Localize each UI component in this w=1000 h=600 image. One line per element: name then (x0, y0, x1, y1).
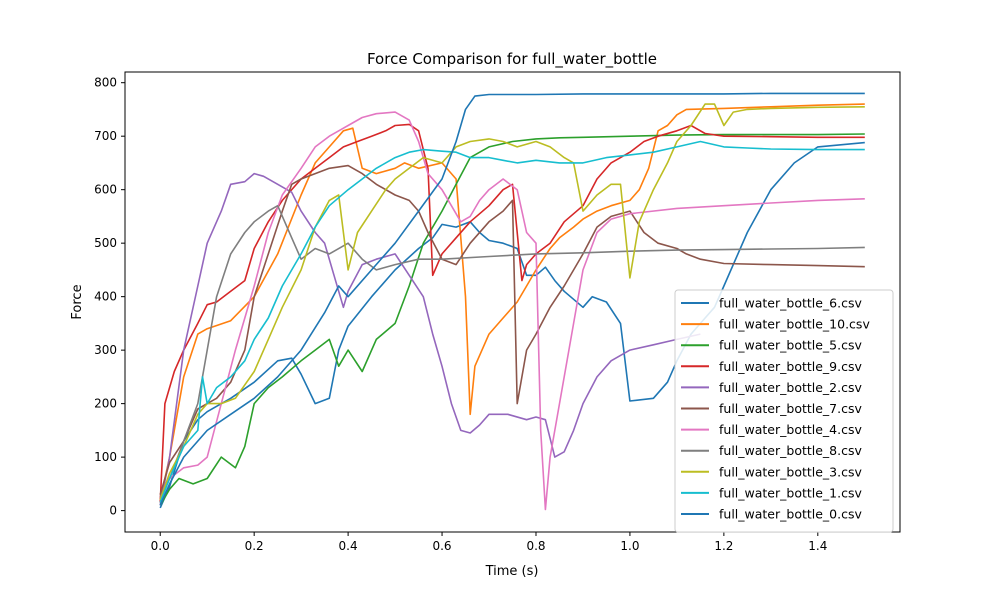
series-line-full-water-bottle-5 (159, 133, 865, 506)
series-line-full-water-bottle-10 (159, 103, 865, 501)
legend-entry: full_water_bottle_8.csv (719, 443, 862, 458)
chart-title: Force Comparison for full_water_bottle (367, 50, 657, 69)
x-tick-label: 1.2 (714, 539, 733, 553)
legend-entry: full_water_bottle_2.csv (719, 380, 862, 395)
legend: full_water_bottle_6.csv full_water_bottle… (674, 289, 894, 533)
legend-box (674, 289, 894, 533)
y-tick-label: 100 (94, 450, 117, 464)
x-tick-label: 0.6 (432, 539, 451, 553)
y-tick-label: 800 (94, 76, 117, 90)
x-tick-label: 0.8 (526, 539, 545, 553)
legend-entry: full_water_bottle_0.csv (719, 507, 862, 522)
legend-entry: full_water_bottle_3.csv (719, 464, 862, 479)
series-line-full-water-bottle-3 (159, 103, 865, 501)
x-axis-ticks: 0.0 0.2 0.4 0.6 0.8 1.0 1.2 1.4 (151, 532, 827, 553)
y-tick-label: 0 (109, 504, 117, 518)
series-line-full-water-bottle-1 (159, 140, 865, 503)
x-tick-label: 0.2 (245, 539, 264, 553)
x-tick-label: 0.4 (339, 539, 358, 553)
x-axis-label: Time (s) (485, 564, 539, 579)
y-tick-label: 300 (94, 343, 117, 357)
series-line-full-water-bottle-7 (159, 164, 865, 495)
series-line-full-water-bottle-2 (159, 172, 701, 506)
legend-entry: full_water_bottle_10.csv (719, 317, 870, 332)
legend-entry: full_water_bottle_5.csv (719, 338, 862, 353)
legend-entry: full_water_bottle_6.csv (719, 296, 862, 311)
x-tick-label: 1.4 (808, 539, 827, 553)
y-tick-label: 600 (94, 183, 117, 197)
y-axis-ticks: 0 100 200 300 400 500 600 700 800 (94, 76, 125, 518)
y-tick-label: 200 (94, 397, 117, 411)
legend-entry: full_water_bottle_4.csv (719, 422, 862, 437)
x-tick-label: 1.0 (620, 539, 639, 553)
x-tick-label: 0.0 (151, 539, 170, 553)
y-tick-label: 400 (94, 290, 117, 304)
y-tick-label: 500 (94, 236, 117, 250)
series-line-full-water-bottle-4 (159, 111, 865, 511)
series-line-full-water-bottle-8 (159, 204, 865, 498)
legend-entry: full_water_bottle_1.csv (719, 485, 862, 500)
plot-lines (159, 92, 865, 511)
legend-entry: full_water_bottle_7.csv (719, 401, 862, 416)
y-tick-label: 700 (94, 129, 117, 143)
y-axis-label: Force (70, 284, 85, 319)
plot-frame (124, 71, 901, 533)
legend-entry: full_water_bottle_9.csv (719, 359, 862, 374)
series-line-full-water-bottle-0 (159, 92, 865, 506)
series-line-full-water-bottle-9 (159, 123, 865, 503)
